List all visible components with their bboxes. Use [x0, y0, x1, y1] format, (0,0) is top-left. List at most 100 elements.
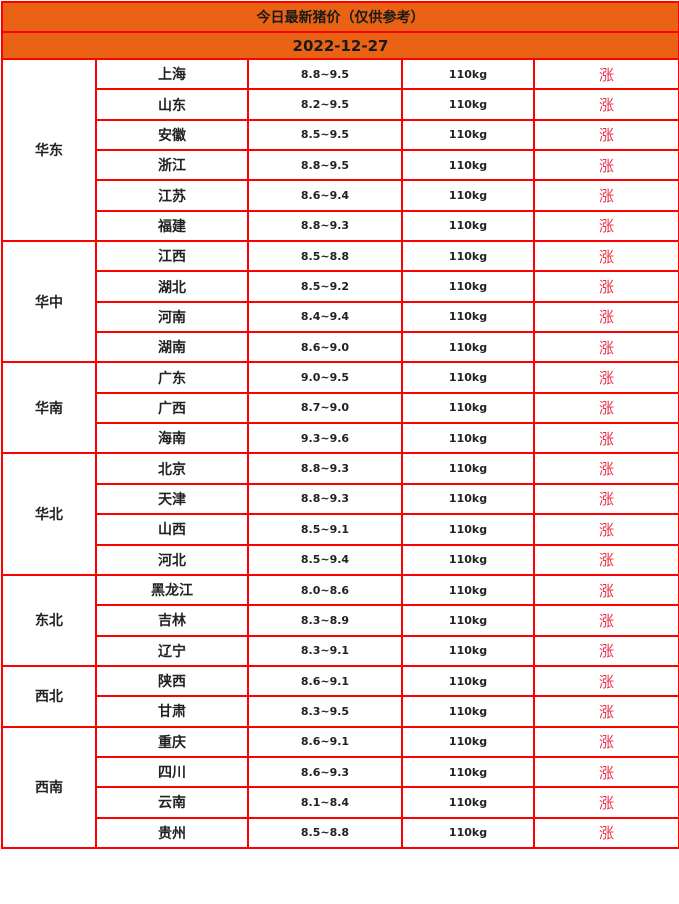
province-cell: 安徽: [95, 119, 249, 152]
weight-cell: 110kg: [401, 452, 535, 485]
trend-cell: 涨: [533, 725, 679, 758]
province-cell: 北京: [95, 452, 249, 485]
trend-cell: 涨: [533, 179, 679, 212]
table-row: 山东 8.2~9.5 110kg 涨: [2, 88, 679, 121]
region-cell: 东北: [1, 573, 97, 667]
trend-cell: 涨: [533, 573, 679, 607]
trend-cell: 涨: [533, 301, 679, 334]
trend-cell: 涨: [533, 756, 679, 789]
price-cell: 8.1~8.4: [247, 786, 403, 819]
region-cell: 华中: [1, 240, 97, 364]
price-cell: 8.6~9.3: [247, 756, 403, 789]
price-cell: 8.5~8.8: [247, 817, 403, 849]
table-row: 江苏 8.6~9.4 110kg 涨: [2, 179, 679, 212]
table-row: 广西 8.7~9.0 110kg 涨: [2, 392, 679, 425]
weight-cell: 110kg: [401, 786, 535, 819]
table-row: 山西 8.5~9.1 110kg 涨: [2, 513, 679, 546]
table-row: 华中 江西 8.5~8.8 110kg 涨: [1, 240, 679, 364]
price-cell: 8.5~9.4: [247, 543, 403, 576]
price-cell: 8.6~9.4: [247, 179, 403, 212]
table-row: 湖南 8.6~9.0 110kg 涨: [2, 331, 679, 364]
province-cell: 广西: [95, 392, 249, 425]
province-cell: 广东: [95, 361, 249, 394]
price-cell: 8.8~9.3: [247, 483, 403, 516]
weight-cell: 110kg: [401, 422, 535, 455]
table-title: 今日最新猪价（仅供参考）: [1, 1, 679, 33]
price-cell: 9.3~9.6: [247, 422, 403, 455]
province-cell: 辽宁: [95, 635, 249, 667]
weight-cell: 110kg: [401, 756, 535, 789]
province-cell: 山东: [95, 88, 249, 121]
table-row: 河南 8.4~9.4 110kg 涨: [2, 301, 679, 334]
trend-cell: 涨: [533, 786, 679, 819]
trend-cell: 涨: [533, 452, 679, 485]
trend-cell: 涨: [533, 635, 679, 667]
trend-cell: 涨: [533, 695, 679, 728]
price-cell: 8.5~8.8: [247, 240, 403, 273]
province-cell: 甘肃: [95, 695, 249, 728]
weight-cell: 110kg: [401, 179, 535, 212]
weight-cell: 110kg: [401, 543, 535, 576]
weight-cell: 110kg: [401, 695, 535, 728]
province-cell: 山西: [95, 513, 249, 546]
table-row: 云南 8.1~8.4 110kg 涨: [2, 786, 679, 819]
table-row: 西南 重庆 8.6~9.1 110kg 涨: [1, 725, 679, 849]
price-cell: 8.8~9.3: [247, 452, 403, 485]
weight-cell: 110kg: [401, 119, 535, 152]
weight-cell: 110kg: [401, 210, 535, 243]
trend-cell: 涨: [533, 149, 679, 182]
province-cell: 吉林: [95, 604, 249, 637]
weight-cell: 110kg: [401, 392, 535, 425]
price-cell: 8.4~9.4: [247, 301, 403, 334]
province-cell: 陕西: [95, 664, 249, 698]
table-row: 华南 广东 9.0~9.5 110kg 涨: [1, 361, 679, 455]
trend-cell: 涨: [533, 88, 679, 121]
province-cell: 云南: [95, 786, 249, 819]
province-cell: 重庆: [95, 725, 249, 758]
province-cell: 黑龙江: [95, 573, 249, 607]
table-row: 西北 陕西 8.6~9.1 110kg 涨: [1, 664, 679, 728]
weight-cell: 110kg: [401, 240, 535, 273]
price-cell: 8.7~9.0: [247, 392, 403, 425]
price-cell: 8.6~9.1: [247, 664, 403, 698]
province-cell: 湖南: [95, 331, 249, 364]
trend-cell: 涨: [533, 604, 679, 637]
trend-cell: 涨: [533, 392, 679, 425]
price-cell: 8.3~9.5: [247, 695, 403, 728]
price-cell: 9.0~9.5: [247, 361, 403, 394]
weight-cell: 110kg: [401, 513, 535, 546]
trend-cell: 涨: [533, 210, 679, 243]
trend-cell: 涨: [533, 331, 679, 364]
price-cell: 8.3~8.9: [247, 604, 403, 637]
pig-price-table: 今日最新猪价（仅供参考） 2022-12-27 华东 上海 8.8~9.5 110kg…: [1, 1, 679, 849]
price-cell: 8.8~9.5: [247, 149, 403, 182]
trend-cell: 涨: [533, 361, 679, 394]
table-row: 四川 8.6~9.3 110kg 涨: [2, 756, 679, 789]
weight-cell: 110kg: [401, 664, 535, 698]
weight-cell: 110kg: [401, 725, 535, 758]
table-row: 东北 黑龙江 8.0~8.6 110kg 涨: [1, 573, 679, 667]
table-row: 华东 上海 8.8~9.5 110kg 涨: [1, 57, 679, 243]
province-cell: 江苏: [95, 179, 249, 212]
weight-cell: 110kg: [401, 635, 535, 667]
trend-cell: 涨: [533, 270, 679, 303]
province-cell: 江西: [95, 240, 249, 273]
weight-cell: 110kg: [401, 301, 535, 334]
weight-cell: 110kg: [401, 573, 535, 607]
price-cell: 8.8~9.3: [247, 210, 403, 243]
table-row: 浙江 8.8~9.5 110kg 涨: [2, 149, 679, 182]
date-row: 2022-12-27: [1, 31, 679, 60]
price-cell: 8.0~8.6: [247, 573, 403, 607]
weight-cell: 110kg: [401, 331, 535, 364]
trend-cell: 涨: [533, 483, 679, 516]
price-cell: 8.3~9.1: [247, 635, 403, 667]
price-cell: 8.5~9.5: [247, 119, 403, 152]
province-cell: 天津: [95, 483, 249, 516]
table-row: 辽宁 8.3~9.1 110kg 涨: [2, 635, 679, 667]
province-cell: 海南: [95, 422, 249, 455]
title-row: 今日最新猪价（仅供参考）: [1, 1, 679, 33]
price-cell: 8.5~9.1: [247, 513, 403, 546]
table-row: 福建 8.8~9.3 110kg 涨: [2, 210, 679, 243]
trend-cell: 涨: [533, 513, 679, 546]
trend-cell: 涨: [533, 57, 679, 91]
